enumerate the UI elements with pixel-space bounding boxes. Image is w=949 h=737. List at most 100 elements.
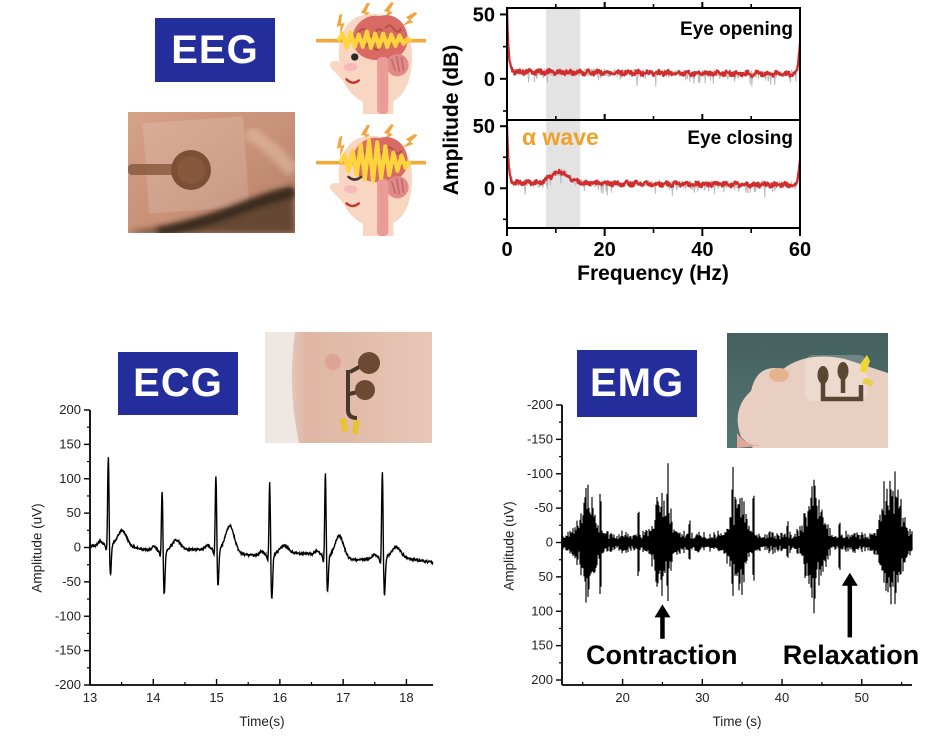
electrode-lead: [128, 164, 176, 175]
svg-text:60: 60: [789, 239, 811, 260]
contraction-annotation: Contraction: [586, 640, 738, 670]
skin-mark: [325, 354, 341, 370]
brainstem: [377, 57, 389, 114]
svg-text:40: 40: [775, 690, 789, 705]
svg-text:18: 18: [399, 690, 413, 705]
emg-section-label-box: EMG: [577, 350, 697, 417]
electrode-trace: [346, 370, 358, 420]
eeg-spectrum-chart: 0 50 0 50 0 20 40 60: [473, 2, 811, 260]
svg-text:0: 0: [501, 239, 512, 260]
eye-opening-annotation: Eye opening: [680, 19, 793, 40]
eeg-x-axis-label: Frequency (Hz): [577, 262, 729, 285]
electrode-disc-top: [358, 352, 380, 374]
svg-text:200: 200: [59, 402, 81, 417]
smoothed-spectrum-trace: [508, 126, 799, 189]
eeg-y-axis-label: Amplitude (dB): [440, 44, 463, 196]
electrode-leads: [820, 383, 864, 402]
ecg-electrode-photo: [265, 332, 432, 443]
thumb: [769, 368, 789, 382]
svg-text:200: 200: [531, 672, 553, 687]
background-edge: [265, 332, 299, 443]
svg-text:20: 20: [594, 239, 616, 260]
svg-text:30: 30: [695, 690, 709, 705]
mouth: [345, 202, 361, 208]
cerebellum-stripes: [390, 177, 405, 195]
svg-text:16: 16: [273, 690, 287, 705]
emg-trace: [561, 463, 913, 614]
ecg-x-axis-label: Time(s): [239, 714, 285, 729]
relaxation-arrow: [841, 572, 858, 638]
svg-text:15: 15: [209, 690, 223, 705]
alpha-wave-annotation: α wave: [522, 124, 599, 150]
eeg-panel-eye-opening: 0 50: [473, 2, 801, 121]
open-eye-icon: [351, 53, 359, 61]
svg-text:100: 100: [531, 603, 553, 618]
svg-text:100: 100: [59, 471, 81, 486]
emg-label-text: EMG: [589, 361, 685, 405]
raw-spectrum-trace: [508, 27, 799, 87]
svg-text:50: 50: [539, 569, 553, 584]
emg-y-axis-label: Amplitude (uV): [501, 501, 517, 591]
emg-x-axis-label: Time (s): [712, 714, 762, 729]
svg-text:17: 17: [336, 690, 350, 705]
eeg-x-axis: 0 20 40 60: [501, 228, 811, 260]
svg-text:50: 50: [473, 4, 495, 26]
svg-text:0: 0: [74, 540, 81, 555]
electrode-oval-right: [837, 362, 849, 380]
ecg-section-label-box: ECG: [118, 352, 238, 415]
mouth: [345, 78, 361, 84]
ecg-label-text: ECG: [133, 361, 223, 405]
contraction-arrow: [654, 604, 671, 639]
ecg-trace: [89, 457, 434, 600]
head-eye-closed-illustration: [316, 124, 426, 236]
smoothed-spectrum-trace: [508, 9, 799, 78]
eyebrow-core: [156, 187, 295, 233]
electrode-disc-bottom: [355, 380, 375, 400]
cerebellum-stripes: [390, 55, 405, 73]
ecg-y-axis-label: Amplitude (uV): [29, 503, 45, 593]
svg-text:50: 50: [473, 116, 495, 138]
svg-text:40: 40: [691, 239, 713, 260]
svg-text:50: 50: [67, 505, 81, 520]
svg-text:50: 50: [855, 690, 869, 705]
head-eye-open-illustration: [316, 2, 426, 114]
svg-text:-150: -150: [55, 643, 81, 658]
svg-text:-100: -100: [527, 466, 553, 481]
emg-electrode-photo: [727, 333, 888, 448]
svg-text:-50: -50: [62, 574, 81, 589]
transparent-patch: [805, 355, 867, 401]
relaxation-annotation: Relaxation: [782, 640, 920, 670]
svg-text:150: 150: [59, 436, 81, 451]
cheek-blush: [344, 63, 358, 72]
svg-text:-200: -200: [527, 397, 553, 412]
electrode-oval-left: [817, 366, 829, 384]
eeg-electrode-photo: [128, 112, 295, 233]
svg-text:0: 0: [546, 535, 553, 550]
clip-yellow-left: [339, 417, 349, 433]
closed-eye-icon: [347, 175, 363, 181]
skin-highlight: [244, 125, 295, 177]
clip-yellow-right: [352, 419, 360, 435]
svg-text:-150: -150: [527, 431, 553, 446]
svg-text:0: 0: [484, 69, 495, 91]
eeg-wave-zigzag: [336, 29, 413, 50]
clip-yellow-side: [862, 378, 874, 386]
svg-text:-100: -100: [55, 608, 81, 623]
eeg-alpha-zigzag: [338, 138, 412, 184]
eeg-panel-eye-closing: 0 50: [473, 114, 801, 229]
svg-text:0: 0: [484, 178, 495, 200]
alpha-band-shading: [546, 8, 581, 120]
eye-closing-annotation: Eye closing: [687, 128, 793, 149]
svg-text:-50: -50: [534, 500, 553, 515]
eeg-label-text: EEG: [171, 27, 259, 72]
clip-yellow-top: [860, 355, 870, 373]
svg-text:13: 13: [83, 690, 97, 705]
svg-text:150: 150: [531, 638, 553, 653]
hand-fingers: [737, 433, 767, 448]
svg-text:14: 14: [146, 690, 160, 705]
eeg-section-label-box: EEG: [155, 18, 275, 82]
brainstem: [377, 179, 389, 236]
